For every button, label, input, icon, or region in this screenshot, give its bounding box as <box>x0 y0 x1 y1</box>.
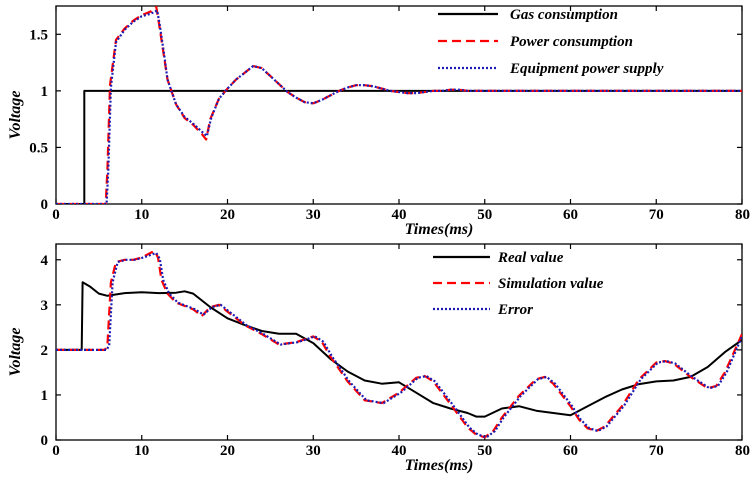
x-axis-label: Times(ms) <box>405 221 474 238</box>
x-tick-label: 50 <box>477 443 492 459</box>
chart-top: 0 10 20 30 40 50 60 70 80 0 0.5 1 1.5 Times(ms) Voltag… <box>7 5 750 238</box>
plot-frame <box>55 243 743 441</box>
legend-label: Real value <box>497 250 564 266</box>
y-tick-label: 4 <box>41 253 49 269</box>
x-tick-label: 0 <box>52 207 60 223</box>
y-tick-label: 1 <box>41 388 49 404</box>
y-tick-label: 0.5 <box>29 140 48 156</box>
y-tick-label: 3 <box>41 298 49 314</box>
y-tick-label: 2 <box>41 343 49 359</box>
x-tick-label: 60 <box>563 207 578 223</box>
x-tick-label: 10 <box>134 443 149 459</box>
x-tick-label: 20 <box>220 443 235 459</box>
y-tick-label: 0 <box>41 197 49 213</box>
y-tick-label: 1.5 <box>29 27 48 43</box>
series-line-error <box>56 251 742 439</box>
x-tick-label: 80 <box>735 443 750 459</box>
x-tick-label: 0 <box>52 443 60 459</box>
y-tick-label: 1 <box>41 84 49 100</box>
x-axis-label: Times(ms) <box>405 457 474 474</box>
x-tick-label: 10 <box>134 207 149 223</box>
x-tick-label: 40 <box>392 207 407 223</box>
chart-bottom: 0 10 20 30 40 50 60 70 80 0 1 2 3 4 Times(ms) Voltage Re… <box>7 243 750 474</box>
x-tick-label: 30 <box>306 443 321 459</box>
x-tick-label: 50 <box>477 207 492 223</box>
x-tick-label: 20 <box>220 207 235 223</box>
x-tick-label: 60 <box>563 443 578 459</box>
series-line-gas-consumption <box>56 89 742 204</box>
series-line-equipment-power-supply <box>56 9 742 204</box>
series-line-simulation-value <box>56 249 742 439</box>
series-line-real-value <box>56 281 742 418</box>
legend-label: Error <box>497 302 533 318</box>
y-axis-label: Voltage <box>7 91 24 140</box>
x-tick-label: 70 <box>649 443 664 459</box>
x-tick-label: 30 <box>306 207 321 223</box>
x-tick-label: 80 <box>735 207 750 223</box>
legend-label: Power consumption <box>510 34 633 50</box>
plot-frame <box>55 5 743 205</box>
x-tick-label: 40 <box>392 443 407 459</box>
legend-label: Simulation value <box>498 276 604 292</box>
y-axis-label: Voltage <box>7 328 24 377</box>
series-line-power-consumption <box>56 6 742 204</box>
x-tick-label: 70 <box>649 207 664 223</box>
y-tick-label: 0 <box>41 433 49 449</box>
legend-label: Equipment power supply <box>509 61 664 77</box>
legend-label: Gas consumption <box>510 7 618 23</box>
